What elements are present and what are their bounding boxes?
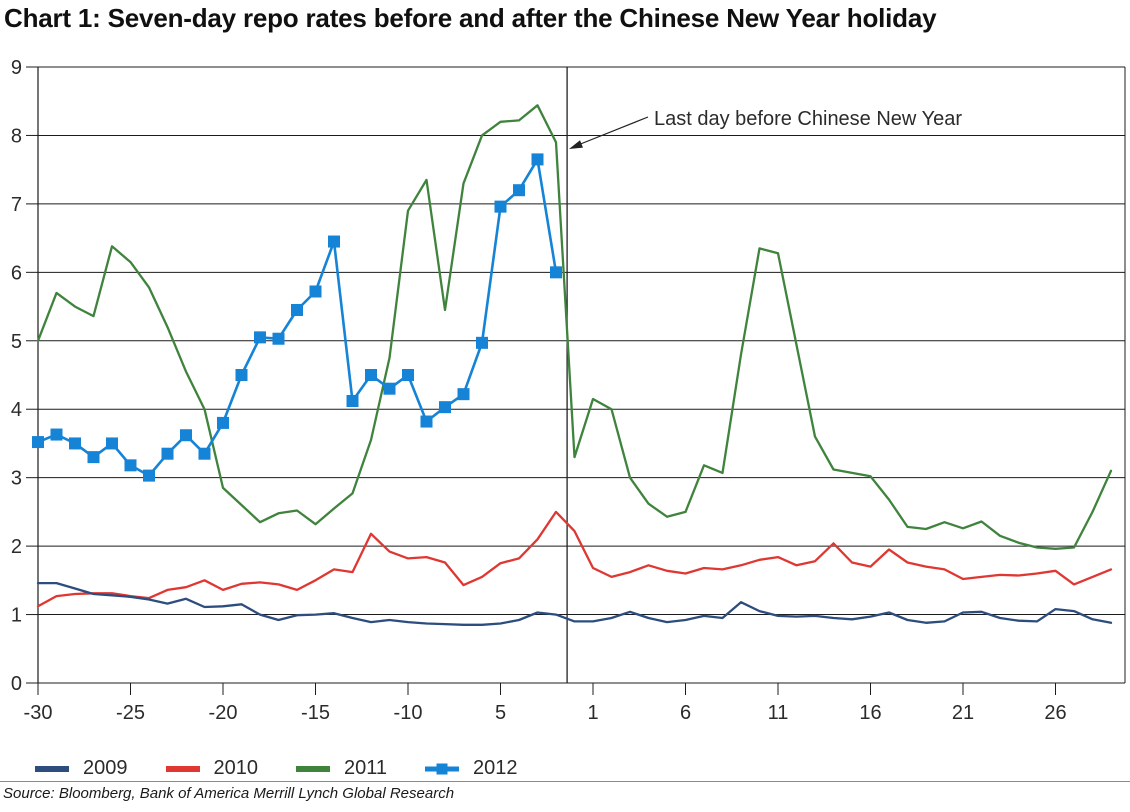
x-tick-label: 6 <box>680 702 691 724</box>
annotation-arrowhead-icon <box>569 140 583 149</box>
data-point-marker <box>420 415 433 428</box>
x-tick-label: 16 <box>859 702 881 724</box>
source-note: Source: Bloomberg, Bank of America Merri… <box>3 785 455 802</box>
data-point-marker <box>106 437 118 450</box>
data-point-marker <box>32 436 44 449</box>
series-2011-line <box>36 104 1113 550</box>
data-point-marker <box>494 200 507 213</box>
data-point-marker <box>383 382 396 395</box>
data-point-marker <box>217 416 229 429</box>
y-tick-label: 6 <box>11 262 22 284</box>
legend-label-2012: 2012 <box>473 757 518 779</box>
data-point-marker <box>291 303 303 316</box>
x-tick-label: -25 <box>116 702 145 724</box>
data-point-marker <box>87 451 100 464</box>
data-point-marker <box>198 447 211 460</box>
y-tick-label: 8 <box>11 125 22 147</box>
data-point-marker <box>235 369 248 381</box>
legend-item-2012: 2012 <box>425 757 518 780</box>
y-tick-label: 2 <box>11 536 22 558</box>
data-point-marker <box>402 369 414 381</box>
x-tick-label: 11 <box>768 702 789 724</box>
y-axis-labels: 0 1 2 3 4 5 6 7 8 9 <box>11 57 22 695</box>
legend-item-2009: 2009 <box>35 757 128 780</box>
y-tick-label: 1 <box>11 605 22 627</box>
legend: 2009 2010 2011 2012 <box>35 757 518 780</box>
data-point-marker <box>124 459 137 472</box>
y-tick-label: 5 <box>11 331 22 353</box>
series-2012-line <box>36 158 558 477</box>
data-point-marker <box>254 331 266 344</box>
data-point-marker <box>50 428 63 441</box>
series-2009 <box>36 581 1113 626</box>
data-point-marker <box>476 336 488 349</box>
series-2012 <box>32 153 562 482</box>
data-point-marker <box>309 285 322 298</box>
data-point-marker <box>272 332 285 345</box>
data-point-marker <box>457 388 470 401</box>
data-point-marker <box>143 469 155 482</box>
legend-label-2010: 2010 <box>213 757 259 779</box>
x-axis-labels: -30 -25 -20 -15 -10 5 1 6 11 16 21 26 <box>24 683 1067 724</box>
x-tick-label: -20 <box>209 702 238 724</box>
annotation-label: Last day before Chinese New Year <box>654 108 962 130</box>
legend-swatch-2010-icon <box>165 765 200 772</box>
chart-title: Chart 1: Seven-day repo rates before and… <box>4 3 937 33</box>
bottom-divider <box>0 781 1130 782</box>
data-point-marker <box>439 401 451 414</box>
legend-swatch-2011-icon <box>296 765 330 772</box>
x-tick-label: -10 <box>394 702 423 724</box>
data-point-marker <box>531 153 544 166</box>
legend-item-2011: 2011 <box>296 757 387 780</box>
x-tick-label: -15 <box>301 702 330 724</box>
series-2010 <box>36 510 1113 608</box>
data-point-marker <box>69 437 81 450</box>
data-point-marker <box>161 447 174 460</box>
gridlines <box>26 66 1125 684</box>
data-point-marker <box>328 235 340 248</box>
series-2010-line <box>36 510 1113 608</box>
y-tick-label: 9 <box>11 57 22 79</box>
data-point-marker <box>180 429 192 442</box>
series-2011 <box>36 104 1113 550</box>
x-tick-label: -30 <box>24 702 53 724</box>
x-tick-label: 1 <box>587 702 598 724</box>
y-tick-label: 4 <box>11 399 22 421</box>
x-tick-label: 5 <box>495 702 506 724</box>
y-tick-label: 7 <box>11 194 22 216</box>
annotation-arrow-line <box>580 116 649 145</box>
legend-label-2011: 2011 <box>344 757 388 779</box>
annotation: Last day before Chinese New Year <box>569 108 962 149</box>
legend-swatch-2009-icon <box>35 765 69 772</box>
y-tick-label: 0 <box>11 673 22 695</box>
x-tick-label: 26 <box>1044 702 1066 724</box>
data-point-marker <box>550 266 562 279</box>
legend-item-2010: 2010 <box>165 757 259 780</box>
y-tick-label: 3 <box>11 468 22 490</box>
data-point-marker <box>365 369 377 381</box>
data-point-marker <box>346 395 359 408</box>
legend-swatch-2012-icon <box>425 763 460 774</box>
data-point-marker <box>513 184 525 197</box>
x-tick-label: 21 <box>952 702 974 724</box>
series-2009-line <box>36 581 1113 626</box>
legend-label-2009: 2009 <box>83 757 128 779</box>
